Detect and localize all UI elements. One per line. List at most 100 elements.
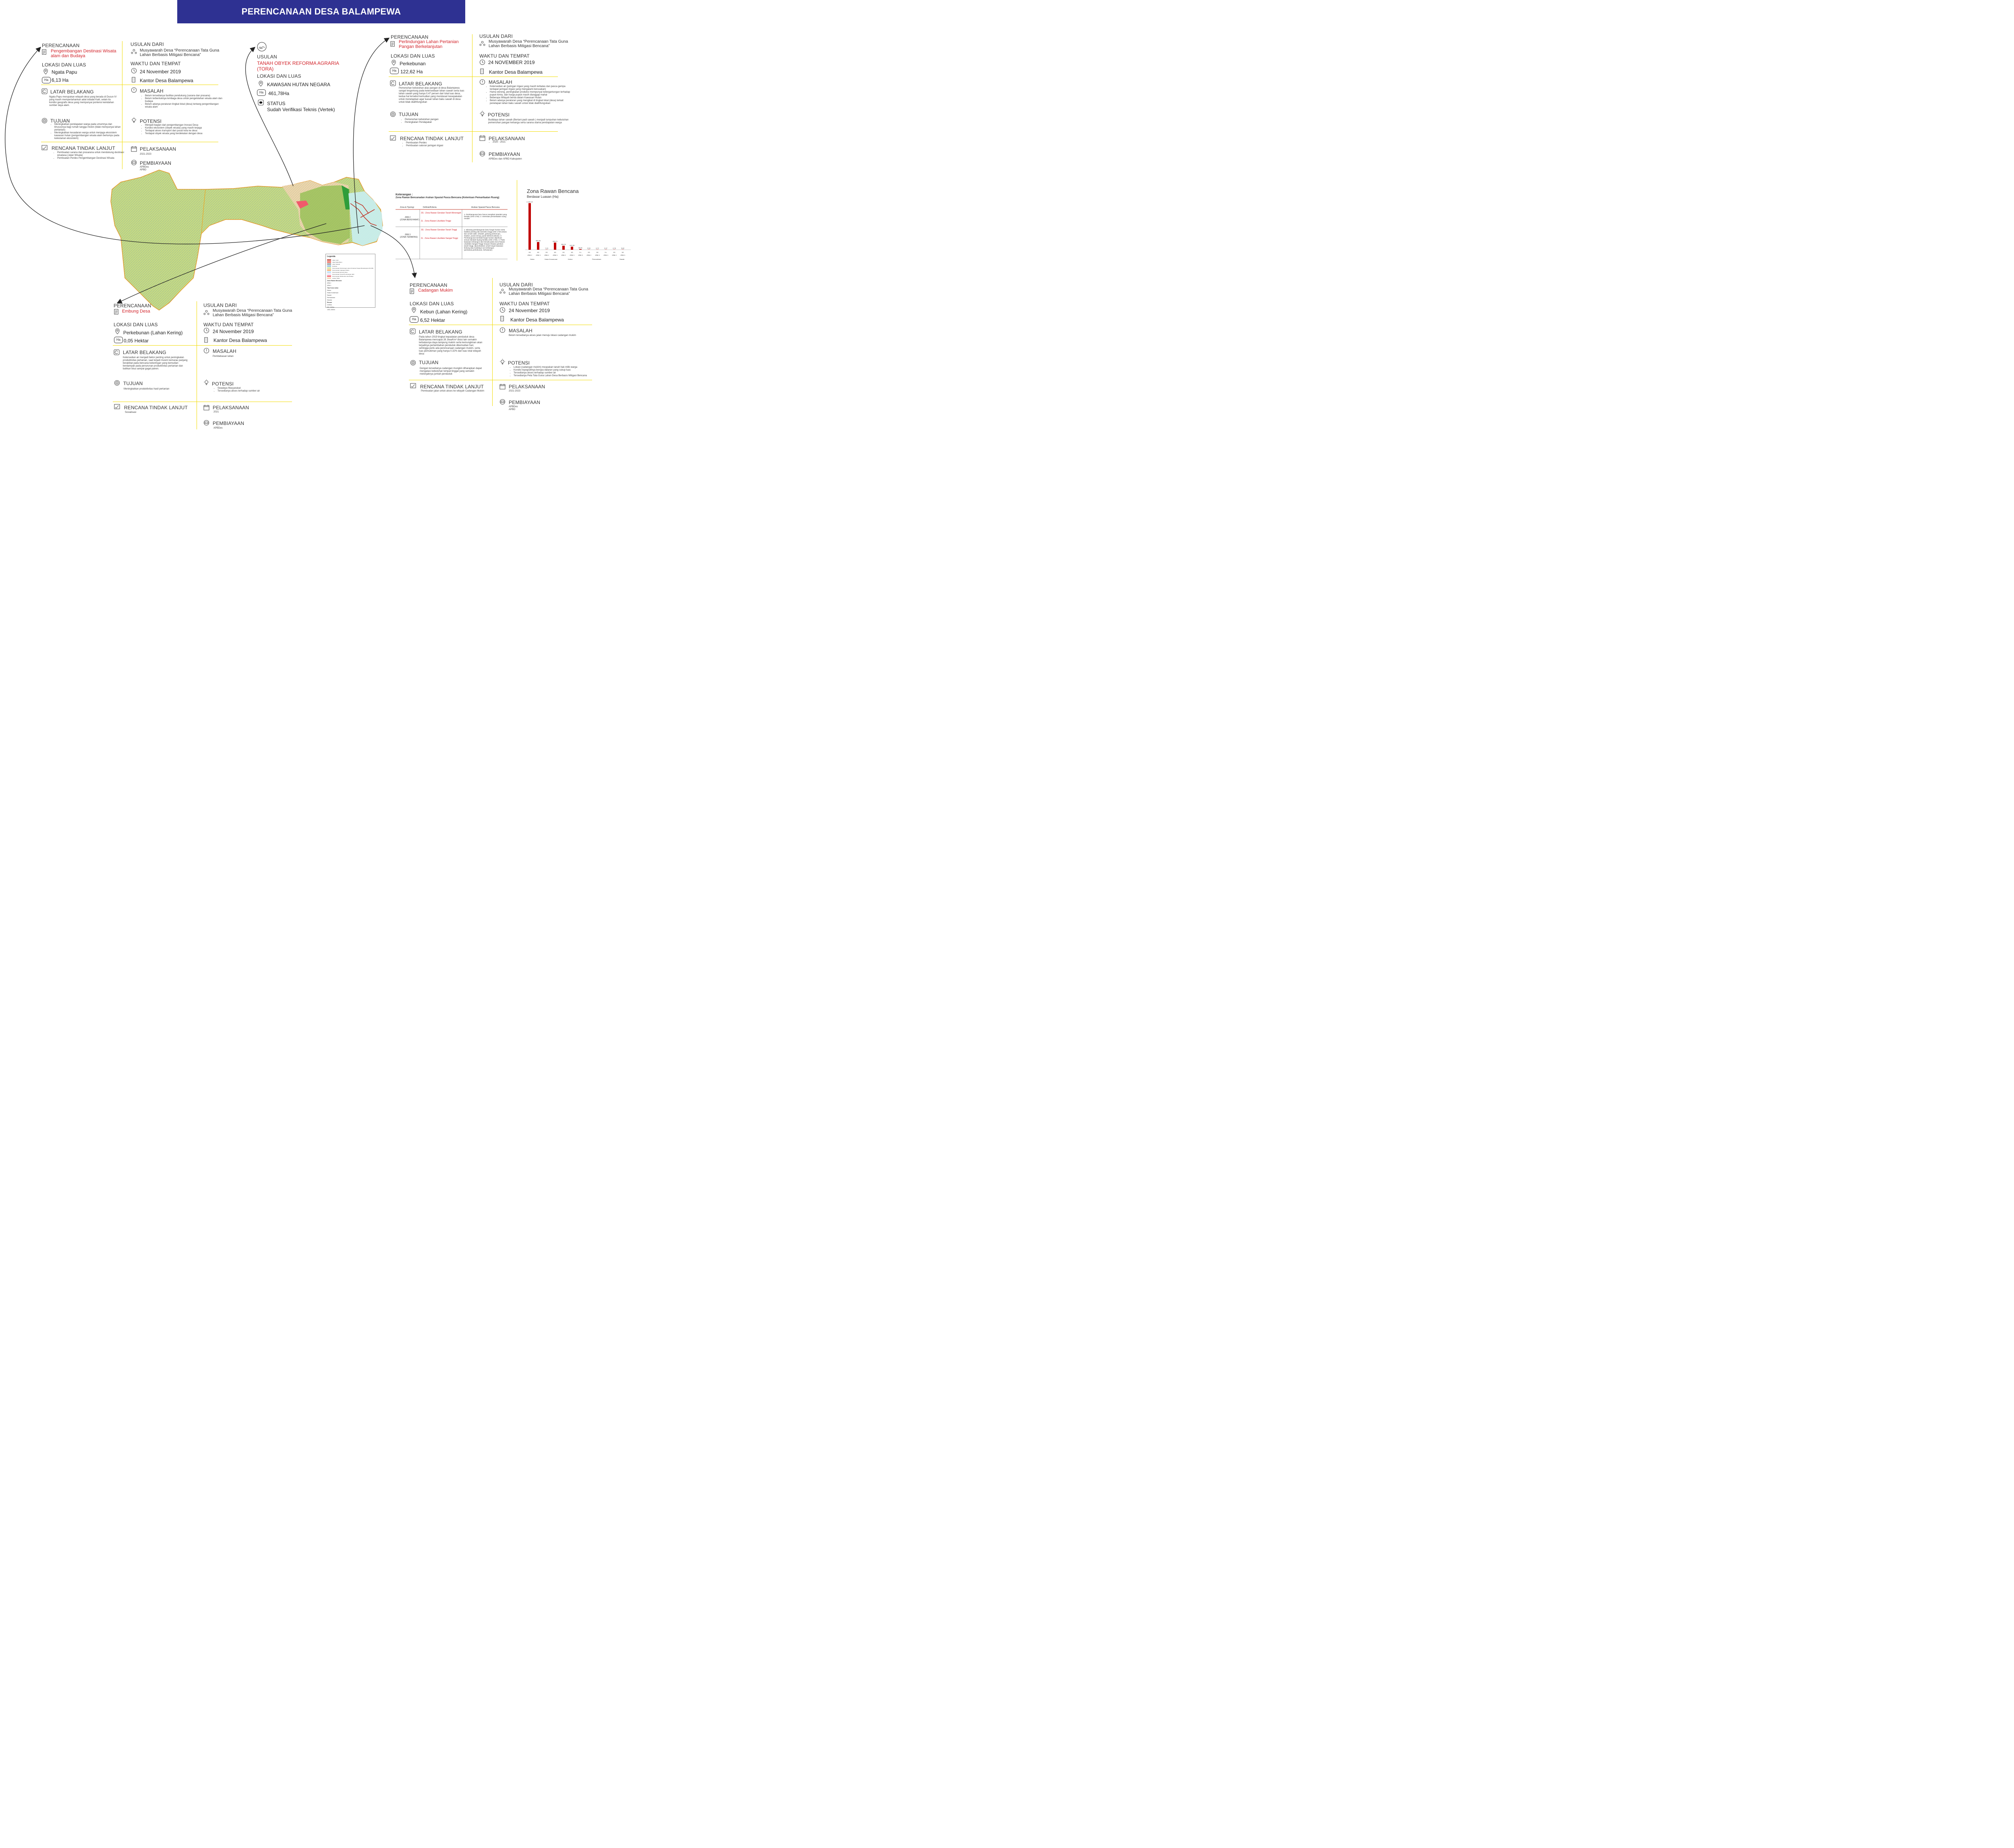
target-icon: [410, 360, 416, 366]
money-icon: [203, 420, 209, 426]
p5-tempat: Kantor Desa Balampewa: [510, 317, 564, 323]
p1-usulan: Musyawarah Desa “Perencanaan Tata Guna L…: [140, 48, 220, 57]
legend-label: Perencanaan Tempat Pembuangan Akhir: [332, 273, 354, 275]
p1-usulan-label: USULAN DARI: [131, 41, 164, 47]
p1-pembiayaan-label: PEMBIAYAAN: [140, 160, 172, 166]
x-tick-label: ZRB 2: [561, 254, 566, 256]
arrow-embung: [116, 223, 327, 304]
p1-tujuan-label: TUJUAN: [50, 118, 70, 124]
lightbulb-icon: [479, 111, 485, 116]
bar: [528, 203, 531, 250]
p5-pembiayaan-2: APBD: [509, 408, 516, 411]
x-tick-label: ZRB 3: [620, 254, 625, 256]
p1-potensi-label: POTENSI: [140, 118, 162, 124]
p5-pembiayaan-1: APBDes: [509, 406, 518, 408]
p1-luas: 6,13 Ha: [52, 77, 69, 83]
x-tick-label: 2G: [545, 251, 547, 253]
location-pin-icon: [115, 328, 120, 334]
p2-usulan-label: USULAN: [257, 54, 277, 60]
p3-masalah-list: Ketersedian air (jaringan irigasi yang m…: [486, 85, 572, 105]
p3-usulan: Musyawarah Desa “Perencanaan Tata Guna L…: [489, 39, 568, 48]
exclamation-icon: [203, 348, 209, 354]
table-cell: (ZONA TERBATAS): [400, 236, 418, 238]
p5-lokasi-label: LOKASI DAN LUAS: [410, 301, 454, 307]
table-cell: 2G : Zona Rawan Gerakan Tanah Menengah: [421, 212, 461, 214]
p1-pembiayaan-2: APBD: [140, 169, 147, 171]
keterangan-title: Keterangan :: [396, 193, 413, 196]
bar: [537, 242, 539, 250]
p5-pelaksanaan-label: PELAKSANAAN: [509, 384, 545, 389]
exclamation-icon: [131, 87, 137, 93]
clock-icon: [499, 307, 506, 313]
p5-usulan: Musyawarah Desa “Perencanaan Tata Guna L…: [509, 287, 588, 296]
bar-value-label: 2.157,22: [526, 201, 533, 203]
p4-usulan-label: USULAN DARI: [203, 302, 237, 308]
bar-value-label: 140,95: [570, 244, 575, 246]
legend-label: Elevasi: [327, 302, 332, 303]
table-cell: 1. Pembangunan baru harus mengikuti stan…: [464, 213, 507, 220]
legend-swatch: [327, 276, 331, 277]
p5-masalah-label: MASALAH: [509, 328, 533, 334]
p4-luas: 0,05 Hektar: [124, 338, 149, 344]
x-tick-label: 3G: [596, 251, 598, 253]
checklist-icon: [390, 135, 396, 141]
legend-label: Zona Rawan Bencana: [327, 280, 342, 282]
p4-tujuan: Meningkatkan produktivitas hasil pertani…: [124, 388, 170, 390]
calendar-icon: [499, 383, 506, 389]
legend-label: 1001-1500m: [327, 309, 335, 311]
legend-label: ZRB 3: [327, 285, 331, 286]
x-tick-label: 2G: [562, 251, 564, 253]
bar-value-label: 355,80: [536, 240, 541, 242]
river: [201, 189, 206, 234]
refresh-icon: [410, 328, 416, 334]
bar-value-label: 3,72: [596, 247, 599, 249]
bar-value-label: 7,23: [545, 247, 549, 249]
checklist-icon: [410, 383, 416, 388]
x-tick-label: ZRB 3: [603, 254, 608, 256]
p2-luas: 461,78Ha: [268, 91, 290, 96]
p1-masalah-label: MASALAH: [140, 88, 164, 94]
map-legend: Legenda Jalan Lokal Jalan Rabat Beton Jala…: [325, 254, 375, 311]
p3-latar: Pemenuhan kebutuhan atas pangan di desa …: [399, 87, 464, 104]
legend-label: 501-1000m: [327, 307, 334, 308]
p3-waktu-label: WAKTU DAN TEMPAT: [479, 53, 530, 59]
p5-pembiayaan-label: PEMBIAYAAN: [509, 400, 541, 405]
p2-lokasi: KAWASAN HUTAN NEGARA: [267, 82, 330, 87]
p4-nama: Embung Desa: [122, 309, 150, 314]
x-tick-label: 3G: [554, 251, 556, 253]
p5-latar-label: LATAR BELAKANG: [419, 329, 462, 335]
p4-tempat: Kantor Desa Balampewa: [213, 338, 267, 343]
p5-potensi-label: POTENSI: [508, 360, 530, 366]
p3-lokasi: Perkebunan: [400, 61, 426, 66]
p5-potensi-list: Lokasi (cadangan mukim) meupakan tanah h…: [510, 366, 596, 377]
legend-swatch: [327, 269, 331, 271]
p1-pelaksanaan: 2021-2023: [140, 153, 151, 155]
target-icon: [114, 380, 120, 386]
x-tick-label: ZRB 3: [536, 254, 541, 256]
refresh-icon: [114, 349, 120, 355]
group-label: Sawah: [620, 258, 624, 260]
legend-swatch: [327, 261, 331, 263]
clock-icon: [479, 59, 485, 65]
checklist-icon: [114, 404, 120, 409]
legend-label: Perencanaan Embung Desa: [332, 271, 348, 273]
keterangan-table-grid: [396, 209, 508, 259]
table-cell: 2L : Zona Rawan Likuifaksi Sangat Tinggi: [421, 237, 458, 240]
legend-label: Usulan TORA: [332, 277, 340, 279]
keterangan-subtitle: Zona Rawan Bencanadan Arahan Spasial Pas…: [396, 197, 499, 199]
p3-usulan-label: USULAN DARI: [479, 33, 513, 39]
exclamation-icon: [499, 327, 506, 333]
legend-item: Drainase: [327, 265, 375, 267]
calendar-icon: [479, 135, 485, 141]
legend-swatch: [327, 259, 331, 261]
p5-latar: Pada tahun 2019 tingkat kepadatan pendud…: [419, 336, 483, 355]
bar-value-label: 28,91: [578, 247, 583, 249]
p3-waktu: 24 NOVEMBER 2019: [488, 60, 535, 65]
table-cell: ZRB 3: [405, 234, 411, 236]
p4-lokasi-label: LOKASI DAN LUAS: [114, 322, 158, 327]
legend-item: Perencanaan Wisata Alam dan Budaya: [327, 275, 375, 277]
p4-masalah: Pembebasan lahan: [213, 355, 234, 358]
x-tick-label: 2G: [528, 251, 530, 253]
people-icon: [203, 310, 209, 315]
legend-item: Usulan TORA: [327, 277, 375, 279]
